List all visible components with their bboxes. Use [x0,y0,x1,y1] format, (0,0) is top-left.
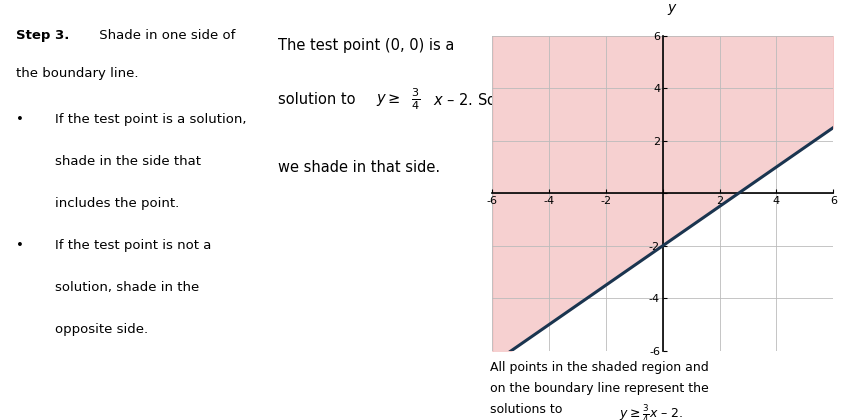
Text: $y \geq$: $y \geq$ [376,92,400,108]
Text: the boundary line.: the boundary line. [16,67,139,80]
Text: $y \geq \frac{3}{4}x$ – 2.: $y \geq \frac{3}{4}x$ – 2. [619,403,684,420]
Text: $\frac{3}{4}$: $\frac{3}{4}$ [411,86,420,112]
Text: The test point (0, 0) is a: The test point (0, 0) is a [277,38,454,53]
Text: •: • [16,239,24,252]
Text: All points in the shaded region and: All points in the shaded region and [490,361,708,374]
Text: we shade in that side.: we shade in that side. [277,160,440,175]
Text: solutions to: solutions to [490,403,566,416]
Text: shade in the side that: shade in the side that [56,155,201,168]
Text: y: y [667,1,675,15]
Text: solution to: solution to [277,92,360,108]
Text: solution, shade in the: solution, shade in the [56,281,200,294]
Text: includes the point.: includes the point. [56,197,179,210]
Text: opposite side.: opposite side. [56,323,149,336]
Text: on the boundary line represent the: on the boundary line represent the [490,382,708,395]
Text: If the test point is a solution,: If the test point is a solution, [56,113,247,126]
Text: $x$ – 2. So: $x$ – 2. So [433,92,497,108]
Text: Shade in one side of: Shade in one side of [95,29,235,42]
Text: •: • [16,113,24,126]
Text: Step 3.: Step 3. [16,29,69,42]
Text: If the test point is not a: If the test point is not a [56,239,212,252]
